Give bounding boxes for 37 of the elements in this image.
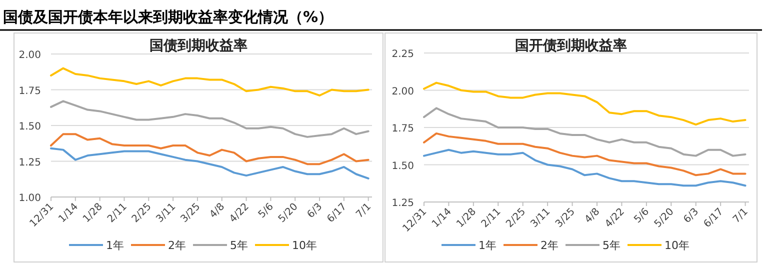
y-tick-label: 1.25 — [392, 198, 414, 209]
line-series — [423, 148, 746, 187]
line-series — [50, 67, 370, 96]
x-tick-label: 5/6 — [256, 201, 276, 220]
y-tick-label: 2.25 — [392, 49, 414, 60]
legend-label: 5年 — [602, 239, 620, 252]
x-tick-label: 4/8 — [208, 201, 227, 220]
y-tick-label: 2.00 — [392, 86, 414, 98]
x-tick-label: 7/1 — [731, 206, 750, 226]
x-tick-label: 4/8 — [582, 206, 602, 226]
line-series — [50, 147, 370, 180]
y-tick-label: 1.25 — [18, 157, 41, 168]
y-tick-label: 1.50 — [392, 160, 414, 172]
y-tick-label: 1.75 — [18, 86, 41, 97]
legend-label: 2年 — [540, 239, 558, 252]
line-series — [423, 132, 746, 176]
x-tick-label: 6/3 — [682, 206, 701, 226]
line-series — [50, 100, 370, 138]
y-tick-label: 1.50 — [18, 122, 41, 132]
x-tick-label: 7/1 — [354, 201, 374, 220]
legend-label: 10年 — [664, 239, 690, 252]
x-tick-label: 5/6 — [632, 206, 652, 226]
line-series — [423, 107, 746, 157]
legend-label: 10年 — [292, 239, 317, 252]
chart-title: 国开债到期收益率 — [515, 37, 627, 54]
legend-label: 1年 — [478, 239, 496, 252]
line-series — [423, 82, 746, 126]
y-tick-label: 1.00 — [18, 193, 41, 204]
line-series — [50, 133, 370, 166]
y-tick-label: 1.75 — [392, 124, 414, 134]
legend-label: 5年 — [230, 239, 248, 252]
x-tick-label: 6/3 — [305, 201, 325, 220]
text: 国债及国开债本年以来到期收益率变化情况（%） — [3, 8, 334, 26]
y-tick-label: 2.00 — [18, 50, 41, 61]
legend-label: 2年 — [168, 239, 186, 252]
legend-label: 1年 — [106, 239, 124, 252]
chart-title: 国债到期收益率 — [150, 37, 248, 54]
